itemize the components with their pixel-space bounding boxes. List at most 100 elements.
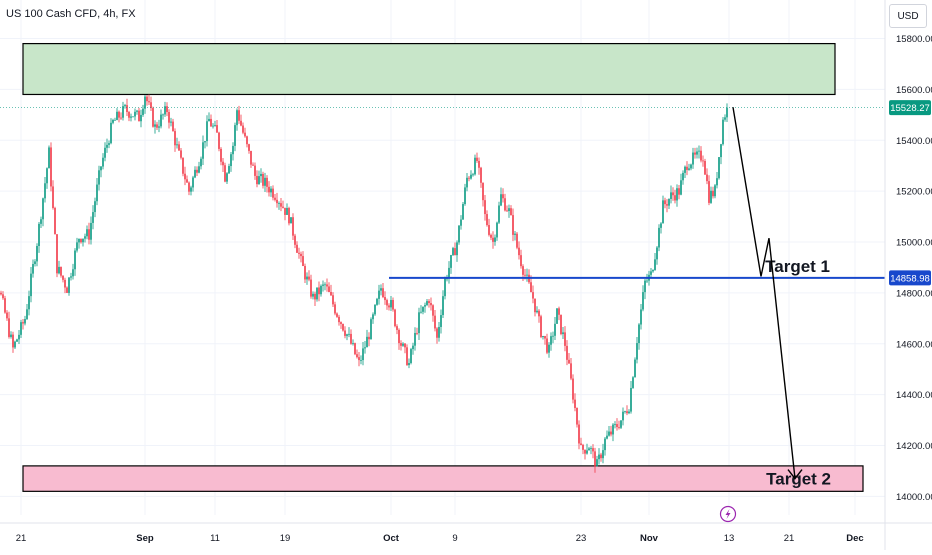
- candle-body: [128, 111, 130, 118]
- candle-body: [238, 110, 240, 121]
- candle-body: [634, 359, 636, 378]
- x-tick-label: 11: [210, 533, 220, 544]
- x-tick-label: Nov: [640, 533, 659, 544]
- candle-body: [356, 354, 358, 358]
- candle-body: [276, 199, 278, 204]
- candle-body: [590, 448, 592, 449]
- x-tick-label: 21: [16, 533, 27, 544]
- candle-body: [376, 298, 378, 305]
- candle-body: [104, 147, 106, 158]
- candle-body: [260, 173, 262, 177]
- current-price-tag[interactable]: [889, 100, 931, 116]
- candle-body: [152, 108, 154, 127]
- candle-body: [464, 187, 466, 205]
- candle-body: [700, 150, 702, 161]
- level-price-tag[interactable]: [889, 270, 931, 286]
- candle-body: [254, 165, 256, 176]
- candle-body: [52, 186, 54, 208]
- candle-body: [306, 276, 308, 280]
- candle-body: [126, 105, 128, 112]
- candle-body: [418, 312, 420, 334]
- candle-body: [714, 185, 716, 197]
- projection-arrowhead: [787, 469, 803, 480]
- candle-body: [204, 141, 206, 143]
- candle-body: [460, 219, 462, 226]
- candle-body: [570, 363, 572, 379]
- candle-body: [542, 336, 544, 338]
- candle-body: [226, 173, 228, 182]
- candle-body: [220, 148, 222, 162]
- time-axis[interactable]: 21Sep1119Oct923Nov1321Dec11: [0, 522, 932, 544]
- candle-body: [168, 112, 170, 123]
- candle-body: [604, 438, 606, 451]
- level-price-tag-text: 14858.98: [890, 273, 930, 284]
- candle-body: [132, 116, 134, 118]
- target-2-label: Target 2: [766, 470, 831, 489]
- candle-body: [330, 291, 332, 296]
- currency-button[interactable]: USD: [889, 4, 927, 28]
- candle-body: [200, 158, 202, 167]
- candle-body: [150, 102, 152, 109]
- candle-body: [130, 116, 132, 118]
- candle-body: [612, 424, 614, 435]
- candle-body: [124, 105, 126, 107]
- candle-body: [554, 323, 556, 336]
- candle-body: [234, 125, 236, 146]
- candle-body: [618, 427, 620, 428]
- candle-body: [594, 451, 596, 467]
- candle-body: [406, 347, 408, 366]
- candle-body: [278, 203, 280, 204]
- candle-body: [258, 176, 260, 185]
- candle-body: [96, 184, 98, 202]
- candle-body: [372, 314, 374, 320]
- candle-body: [56, 234, 58, 274]
- candle-body: [162, 114, 164, 116]
- x-tick-label: Oct: [383, 533, 400, 544]
- candle-body: [84, 236, 86, 239]
- candle-body: [284, 207, 286, 215]
- candle-body: [194, 169, 196, 178]
- candle-body: [316, 287, 318, 300]
- candle-body: [676, 188, 678, 201]
- candle-body: [326, 284, 328, 287]
- candle-body: [42, 198, 44, 220]
- chart-title: US 100 Cash CFD, 4h, FX: [6, 8, 136, 20]
- candle-body: [628, 411, 630, 414]
- candle-body: [440, 315, 442, 327]
- candle-body: [640, 309, 642, 325]
- y-tick-label: 15600.00: [896, 85, 932, 96]
- candle-body: [24, 319, 26, 324]
- candle-body: [288, 208, 290, 224]
- candle-body: [390, 300, 392, 308]
- candle-body: [0, 292, 2, 295]
- x-tick-label: 9: [452, 533, 457, 544]
- candle-body: [458, 225, 460, 243]
- candle-body: [178, 144, 180, 151]
- candle-body: [210, 118, 212, 127]
- candle-body: [474, 157, 476, 175]
- candle-body: [76, 242, 78, 251]
- candle-body: [434, 315, 436, 329]
- candle-body: [148, 101, 150, 103]
- candle-body: [154, 124, 156, 127]
- candle-body: [144, 96, 146, 109]
- candle-body: [252, 164, 254, 166]
- candle-body: [274, 197, 276, 200]
- candle-body: [94, 201, 96, 213]
- candle-body: [156, 124, 158, 128]
- candle-body: [380, 288, 382, 291]
- candle-body: [476, 157, 478, 161]
- candle-body: [598, 454, 600, 460]
- candle-body: [674, 195, 676, 201]
- candle-body: [218, 132, 220, 149]
- candle-body: [696, 151, 698, 155]
- candle-body: [692, 152, 694, 165]
- candle-body: [370, 319, 372, 340]
- candle-body: [702, 160, 704, 162]
- candle-body: [668, 198, 670, 206]
- price-axis[interactable]: 15800.00 15600.00 15400.00 15200.00 15000.00…: [884, 0, 932, 550]
- candle-body: [592, 448, 594, 452]
- candle-body: [236, 110, 238, 126]
